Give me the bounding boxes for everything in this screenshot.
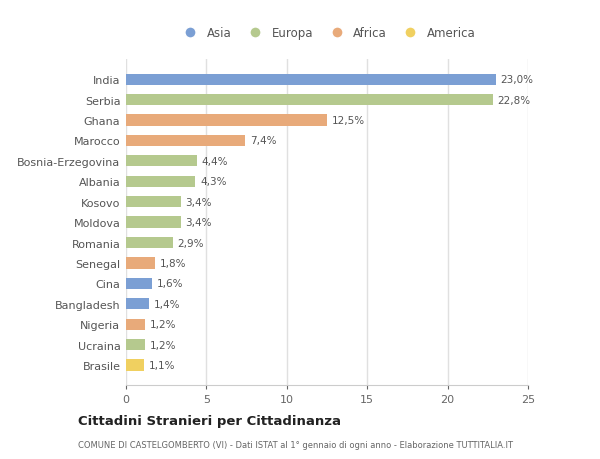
Text: 3,4%: 3,4% (185, 197, 212, 207)
Text: 1,8%: 1,8% (160, 258, 186, 269)
Bar (126, 359, 143, 371)
Bar (126, 278, 152, 289)
Bar (126, 95, 493, 106)
Legend: Asia, Europa, Africa, America: Asia, Europa, Africa, America (175, 23, 479, 43)
Bar (126, 115, 327, 126)
Text: 1,1%: 1,1% (149, 360, 175, 370)
Bar (126, 237, 173, 249)
Text: 23,0%: 23,0% (500, 75, 533, 85)
Text: COMUNE DI CASTELGOMBERTO (VI) - Dati ISTAT al 1° gennaio di ogni anno - Elaboraz: COMUNE DI CASTELGOMBERTO (VI) - Dati IST… (78, 441, 513, 449)
Text: 3,4%: 3,4% (185, 218, 212, 228)
Text: 7,4%: 7,4% (250, 136, 277, 146)
Text: 1,4%: 1,4% (154, 299, 180, 309)
Text: 12,5%: 12,5% (332, 116, 365, 126)
Bar (126, 196, 181, 208)
Bar (126, 319, 145, 330)
Text: 1,2%: 1,2% (150, 340, 176, 350)
Bar (126, 156, 197, 167)
Bar (126, 258, 155, 269)
Text: Cittadini Stranieri per Cittadinanza: Cittadini Stranieri per Cittadinanza (78, 414, 341, 428)
Bar (126, 74, 496, 86)
Text: 1,2%: 1,2% (150, 319, 176, 330)
Bar (126, 217, 181, 228)
Text: 4,4%: 4,4% (202, 157, 228, 167)
Bar (126, 176, 195, 187)
Bar (126, 135, 245, 147)
Text: 1,6%: 1,6% (157, 279, 183, 289)
Text: 2,9%: 2,9% (178, 238, 204, 248)
Text: 22,8%: 22,8% (497, 95, 530, 106)
Bar (126, 339, 145, 350)
Bar (126, 298, 149, 310)
Text: 4,3%: 4,3% (200, 177, 226, 187)
